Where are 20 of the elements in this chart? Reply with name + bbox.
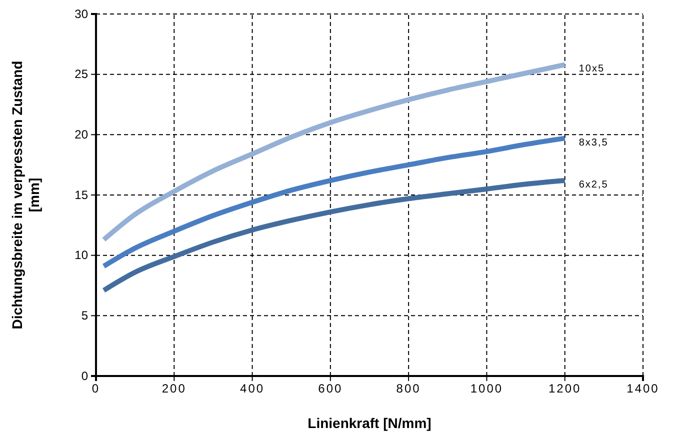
x-tick-label: 0 (92, 382, 100, 396)
series-label: 10x5 (578, 64, 605, 75)
x-tick-label: 1000 (470, 382, 504, 396)
x-tick-label: 1400 (626, 382, 660, 396)
y-tick-label: 30 (74, 6, 88, 21)
series-label: 8x3,5 (578, 137, 608, 148)
x-tick-label: 1200 (548, 382, 582, 396)
x-tick-label: 200 (162, 382, 186, 396)
series-label: 6x2,5 (578, 180, 608, 191)
y-tick-label: 20 (74, 128, 88, 142)
y-tick-label: 10 (74, 248, 88, 262)
x-tick-label: 400 (240, 382, 265, 396)
x-tick-label: 600 (318, 382, 343, 396)
y-tick-label: 5 (81, 308, 88, 323)
x-axis-title: Linienkraft [N/mm] (308, 415, 432, 431)
x-tick-label: 800 (396, 382, 421, 396)
y-axis-title: Dichtungsbreite im verpressten Zustand [mm] (9, 60, 42, 330)
y-tick-label: 15 (74, 188, 88, 202)
y-tick-label: 0 (81, 368, 88, 383)
y-tick-label: 25 (74, 67, 88, 82)
